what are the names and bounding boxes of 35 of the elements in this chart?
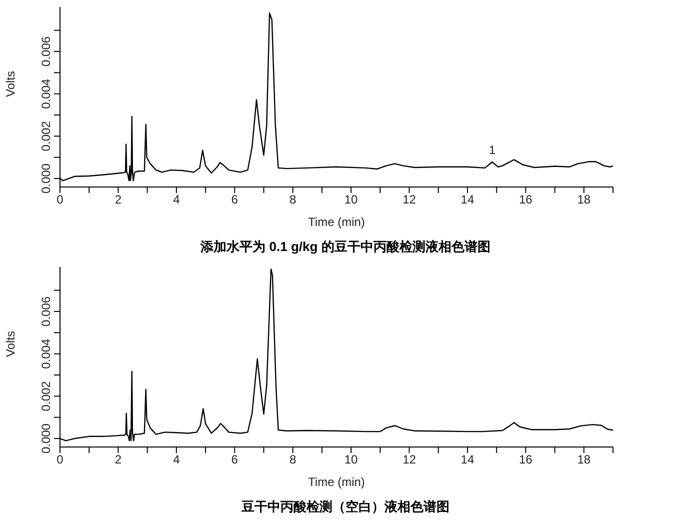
x-tick-label: 8 [290, 452, 296, 467]
y-axis-title: Volts [3, 70, 18, 97]
y-tick-label: 0.000 [39, 163, 53, 194]
x-tick-label: 16 [519, 452, 533, 467]
x-tick-label: 10 [344, 452, 358, 467]
x-tick-label: 8 [290, 192, 296, 207]
y-tick-label: 0.002 [39, 380, 53, 412]
x-tick-label: 18 [577, 192, 591, 207]
x-tick-label: 14 [460, 192, 474, 207]
x-tick-label: 16 [519, 192, 533, 207]
y-tick-label: 0.004 [39, 338, 53, 369]
x-tick-label: 0 [56, 452, 64, 467]
x-tick-label: 6 [231, 192, 238, 207]
x-tick-label: 10 [344, 192, 358, 207]
x-tick-label: 6 [231, 452, 238, 467]
x-tick-label: 4 [173, 192, 180, 207]
annotation: 1 [488, 143, 496, 158]
x-tick-label: 12 [402, 192, 416, 207]
x-tick-label: 14 [460, 452, 474, 467]
x-tick-label: 2 [114, 452, 122, 467]
x-tick-label: 18 [577, 452, 591, 467]
y-tick-label: 0.000 [39, 423, 53, 454]
x-tick-label: 2 [114, 192, 122, 207]
text: 添加水平为 0.1 g/kg 的豆干中丙酸检测液相色谱图 [200, 238, 492, 256]
y-tick-label: 0.006 [39, 36, 53, 66]
y-tick-label: 0.004 [39, 78, 53, 109]
x-tick-label: 4 [173, 452, 180, 467]
y-tick-label: 0.002 [39, 120, 53, 152]
text: 豆干中丙酸检测（空白）液相色谱图 [240, 498, 450, 516]
x-axis-title: Time (min) [308, 475, 365, 489]
y-tick-label: 0.006 [39, 296, 53, 326]
x-tick-label: 0 [56, 192, 64, 207]
y-axis-title: Volts [3, 330, 18, 357]
x-tick-label: 12 [402, 452, 416, 467]
x-axis-title: Time (min) [308, 215, 365, 229]
